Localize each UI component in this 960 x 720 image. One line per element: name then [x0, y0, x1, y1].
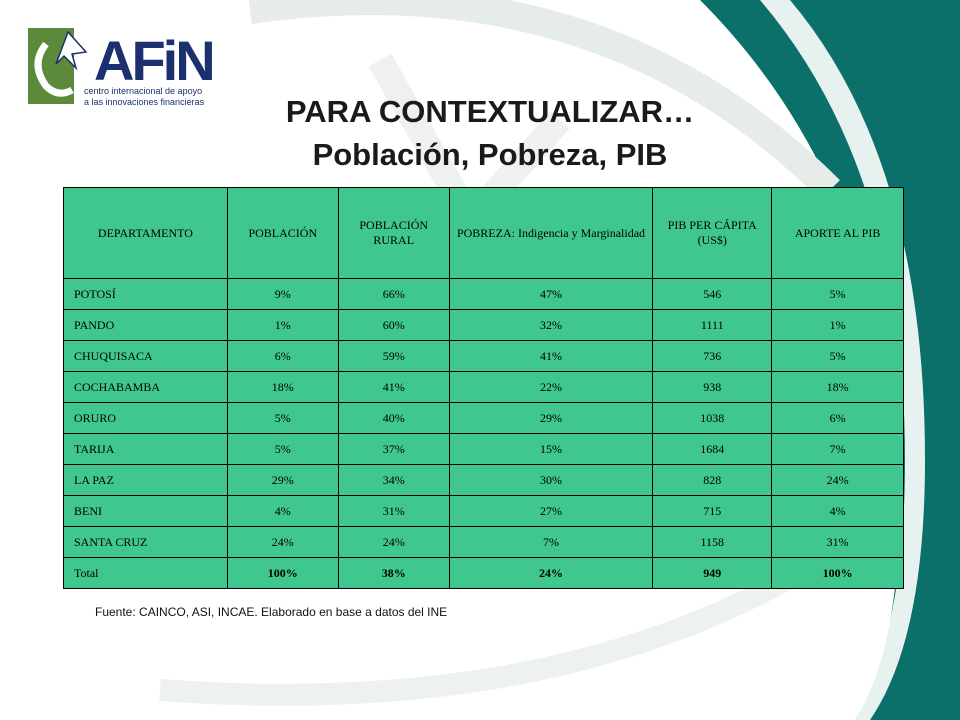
header-pobreza: POBREZA: Indigencia y Marginalidad: [448, 187, 654, 279]
cell-poblacion-rural: 66%: [337, 278, 450, 310]
cell-pib-per-capita: 1038: [652, 402, 773, 434]
table-row: COCHABAMBA 18% 41% 22% 938 18%: [63, 371, 904, 403]
cell-departamento: COCHABAMBA: [63, 371, 228, 403]
cell-pib-per-capita: 1158: [652, 526, 773, 558]
cell-aporte-pib: 24%: [771, 464, 904, 496]
cell-poblacion-rural: 38%: [337, 557, 450, 589]
cell-poblacion-rural: 59%: [337, 340, 450, 372]
cell-pobreza: 30%: [448, 464, 654, 496]
table-row: SANTA CRUZ 24% 24% 7% 1158 31%: [63, 526, 904, 558]
header-aporte-pib: APORTE AL PIB: [771, 187, 904, 279]
table-row: CHUQUISACA 6% 59% 41% 736 5%: [63, 340, 904, 372]
faint-arc-bottom: [159, 550, 826, 706]
header-poblacion: POBLACIÓN: [226, 187, 339, 279]
cell-aporte-pib: 4%: [771, 495, 904, 527]
logo-wordmark: AFiN: [94, 29, 213, 92]
cell-aporte-pib: 1%: [771, 309, 904, 341]
slide-title: PARA CONTEXTUALIZAR…: [285, 94, 695, 129]
cell-pobreza: 15%: [448, 433, 654, 465]
cell-departamento: POTOSÍ: [63, 278, 228, 310]
cell-pib-per-capita: 828: [652, 464, 773, 496]
cell-poblacion: 24%: [226, 526, 339, 558]
cell-pib-per-capita: 1111: [652, 309, 773, 341]
table-row: PANDO 1% 60% 32% 1111 1%: [63, 309, 904, 341]
cell-poblacion-rural: 24%: [337, 526, 450, 558]
table-header-row: DEPARTAMENTO POBLACIÓN POBLACIÓN RURAL P…: [63, 187, 904, 279]
cell-poblacion: 5%: [226, 433, 339, 465]
header-departamento: DEPARTAMENTO: [63, 187, 228, 279]
cell-aporte-pib: 5%: [771, 278, 904, 310]
logo-tagline-1: centro internacional de apoyo: [84, 86, 202, 96]
afin-logo: AFiN centro internacional de apoyo a las…: [28, 24, 238, 110]
cell-pobreza: 41%: [448, 340, 654, 372]
cell-aporte-pib: 6%: [771, 402, 904, 434]
cell-aporte-pib: 31%: [771, 526, 904, 558]
table-row: POTOSÍ 9% 66% 47% 546 5%: [63, 278, 904, 310]
cell-poblacion-rural: 37%: [337, 433, 450, 465]
cell-pib-per-capita: 949: [652, 557, 773, 589]
cell-aporte-pib: 18%: [771, 371, 904, 403]
data-table: DEPARTAMENTO POBLACIÓN POBLACIÓN RURAL P…: [63, 187, 904, 589]
cell-aporte-pib: 100%: [771, 557, 904, 589]
cell-poblacion-rural: 34%: [337, 464, 450, 496]
cell-poblacion: 4%: [226, 495, 339, 527]
cell-pobreza: 32%: [448, 309, 654, 341]
cell-departamento: SANTA CRUZ: [63, 526, 228, 558]
cell-aporte-pib: 7%: [771, 433, 904, 465]
cell-pib-per-capita: 736: [652, 340, 773, 372]
cell-poblacion: 5%: [226, 402, 339, 434]
cell-pobreza: 7%: [448, 526, 654, 558]
cell-pib-per-capita: 546: [652, 278, 773, 310]
cell-pobreza: 27%: [448, 495, 654, 527]
cell-pib-per-capita: 715: [652, 495, 773, 527]
header-pib-per-capita: PIB PER CÁPITA (US$): [652, 187, 773, 279]
cell-poblacion-rural: 31%: [337, 495, 450, 527]
table-row: BENI 4% 31% 27% 715 4%: [63, 495, 904, 527]
cell-pobreza: 47%: [448, 278, 654, 310]
table-row: LA PAZ 29% 34% 30% 828 24%: [63, 464, 904, 496]
white-swoosh: [760, 0, 925, 720]
cell-departamento: TARIJA: [63, 433, 228, 465]
cell-pib-per-capita: 1684: [652, 433, 773, 465]
afin-logo-icon: AFiN centro internacional de apoyo a las…: [28, 28, 216, 107]
cell-poblacion-rural: 40%: [337, 402, 450, 434]
cell-pobreza: 22%: [448, 371, 654, 403]
cell-poblacion: 100%: [226, 557, 339, 589]
logo-arc: [34, 41, 74, 97]
table-row: TARIJA 5% 37% 15% 1684 7%: [63, 433, 904, 465]
cell-pib-per-capita: 938: [652, 371, 773, 403]
cell-departamento: CHUQUISACA: [63, 340, 228, 372]
cell-departamento: Total: [63, 557, 228, 589]
cell-poblacion: 1%: [226, 309, 339, 341]
cell-aporte-pib: 5%: [771, 340, 904, 372]
header-poblacion-rural: POBLACIÓN RURAL: [337, 187, 450, 279]
table-total-row: Total 100% 38% 24% 949 100%: [63, 557, 904, 589]
cell-poblacion: 9%: [226, 278, 339, 310]
cell-poblacion: 18%: [226, 371, 339, 403]
cell-pobreza: 24%: [448, 557, 654, 589]
cell-poblacion-rural: 60%: [337, 309, 450, 341]
cell-pobreza: 29%: [448, 402, 654, 434]
table-row: ORURO 5% 40% 29% 1038 6%: [63, 402, 904, 434]
teal-band: [700, 0, 960, 720]
logo-tagline-2: a las innovaciones financieras: [84, 97, 205, 107]
faint-arc-top: [248, 0, 840, 200]
cell-poblacion: 6%: [226, 340, 339, 372]
cell-departamento: BENI: [63, 495, 228, 527]
source-note: Fuente: CAINCO, ASI, INCAE. Elaborado en…: [95, 605, 448, 619]
logo-arrow: [55, 30, 88, 71]
cell-departamento: PANDO: [63, 309, 228, 341]
cell-poblacion: 29%: [226, 464, 339, 496]
cell-poblacion-rural: 41%: [337, 371, 450, 403]
cell-departamento: LA PAZ: [63, 464, 228, 496]
cell-departamento: ORURO: [63, 402, 228, 434]
slide-subtitle: Población, Pobreza, PIB: [312, 137, 668, 172]
